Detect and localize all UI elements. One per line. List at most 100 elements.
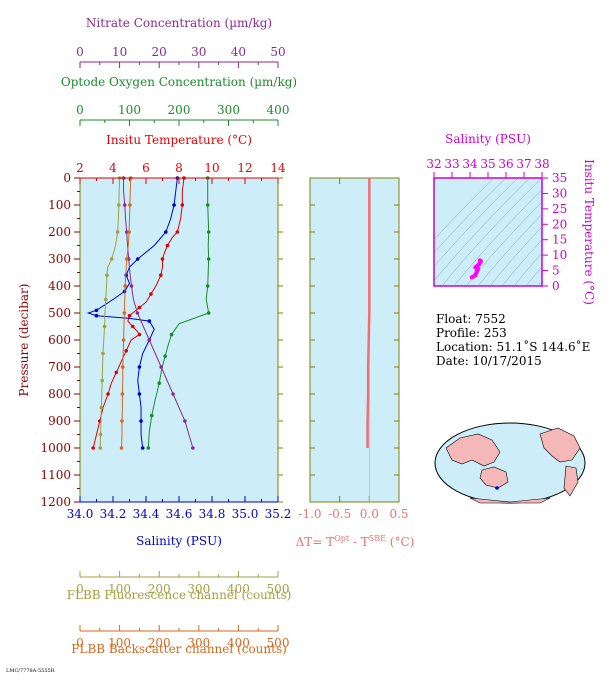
ts-y-tick-label: 10 bbox=[552, 248, 567, 262]
temperature-tick-label: 12 bbox=[237, 161, 252, 175]
salinity-point bbox=[139, 419, 143, 423]
pressure-tick-label: 300 bbox=[48, 252, 71, 266]
nitrate-point bbox=[183, 419, 187, 423]
fluorescence-point bbox=[109, 257, 114, 261]
fluorescence-tick-label: 100 bbox=[108, 582, 131, 596]
backscatter-point bbox=[121, 338, 126, 342]
ts-y-label: Insitu Temperature (°C) bbox=[582, 159, 596, 305]
pressure-tick-label: 900 bbox=[48, 414, 71, 428]
delta-label-mid: - T bbox=[349, 535, 369, 549]
ts-y-tick-label: 25 bbox=[552, 202, 567, 216]
delta-axis-label: ΔT= TOpt - TSBE (°C) bbox=[296, 534, 415, 549]
salinity-line bbox=[86, 177, 178, 449]
temperature-tick-label: 10 bbox=[204, 161, 219, 175]
delta-label-sup1: Opt bbox=[334, 534, 350, 543]
date: Date: 10/17/2015 bbox=[436, 354, 542, 368]
temperature-tick-label: 2 bbox=[76, 161, 84, 175]
fluorescence-tick-label: 200 bbox=[148, 582, 171, 596]
fluorescence-point bbox=[98, 446, 102, 450]
delta-temperature-panel: -1.0 -0.5 0.0 0.5 ΔT= TOpt - TSBE (°C) bbox=[296, 177, 415, 549]
pressure-tick-label: 200 bbox=[48, 225, 71, 239]
temperature-point bbox=[149, 292, 153, 296]
nitrate-axis-label: Nitrate Concentration (µm/kg) bbox=[86, 16, 272, 30]
salinity-point bbox=[172, 203, 176, 207]
oxygen-point bbox=[157, 381, 161, 386]
main-series-group bbox=[86, 176, 211, 450]
nitrate-point bbox=[135, 311, 140, 315]
salinity-tick-label: 35.0 bbox=[232, 507, 259, 521]
oxygen-tick-label: 0 bbox=[76, 103, 84, 117]
backscatter-point bbox=[120, 419, 124, 423]
delta-tick-label: 0.0 bbox=[360, 507, 379, 521]
temperature-tick-label: 4 bbox=[109, 161, 117, 175]
delta-tick-label: -0.5 bbox=[328, 507, 351, 521]
oxygen-point bbox=[206, 311, 211, 315]
ts-y-tick-label: 0 bbox=[552, 279, 560, 293]
pressure-tick-label: 0 bbox=[63, 171, 71, 185]
salinity-point bbox=[140, 446, 145, 450]
oxygen-point bbox=[149, 413, 154, 418]
salinity-point bbox=[135, 257, 140, 261]
backscatter-point bbox=[120, 365, 125, 369]
ts-y-tick-label: 30 bbox=[552, 186, 567, 200]
salinity-tick-label: 34.6 bbox=[166, 507, 193, 521]
nitrate-point bbox=[171, 392, 175, 396]
ts-series-group bbox=[469, 258, 483, 280]
fluorescence-tick-label: 400 bbox=[227, 582, 250, 596]
temperature-point bbox=[160, 257, 165, 261]
delta-plot-area bbox=[309, 177, 400, 503]
density-contour bbox=[477, 213, 542, 286]
pressure-axis-group: 0 100 200 300 400 500 600 700 800 900 1000 1100 1200 bbox=[40, 171, 283, 509]
fluorescence-axis-label: FLBB Fluorescence channel (counts) bbox=[67, 588, 292, 602]
map-land-australia bbox=[479, 466, 509, 489]
backscatter-tick-label: 100 bbox=[108, 636, 131, 650]
float-info: Float: 7552 Profile: 253 Location: 51.1˚… bbox=[436, 312, 590, 368]
salinity-point bbox=[164, 230, 168, 234]
temperature-point bbox=[106, 392, 110, 396]
temperature-axis-label: Insitu Temperature (°C) bbox=[106, 133, 252, 147]
temperature-tick-label: 14 bbox=[270, 161, 286, 175]
nitrate-point bbox=[159, 365, 163, 369]
salinity-point bbox=[137, 392, 142, 396]
oxygen-point bbox=[205, 203, 210, 207]
ts-x-tick-label: 35 bbox=[480, 157, 495, 171]
temperature-point bbox=[180, 203, 185, 207]
float-id: Float: 7552 bbox=[436, 312, 506, 326]
nitrate-point bbox=[147, 338, 152, 342]
oxygen-point bbox=[146, 446, 151, 450]
temperature-point bbox=[131, 324, 135, 329]
pressure-tick-label: 1000 bbox=[40, 441, 71, 455]
oxygen-point bbox=[169, 332, 174, 337]
temperature-point bbox=[124, 349, 128, 353]
ts-y-tick-label: 5 bbox=[552, 264, 560, 278]
oxygen-tick-label: 200 bbox=[168, 103, 191, 117]
temperature-tick-label: 8 bbox=[175, 161, 183, 175]
fluorescence-point bbox=[115, 230, 120, 234]
oxygen-axis-label: Optode Oxygen Concentration (µm/kg) bbox=[61, 75, 297, 89]
salinity-point bbox=[94, 313, 99, 318]
backscatter-point bbox=[127, 230, 131, 234]
pressure-tick-label: 800 bbox=[48, 387, 71, 401]
pressure-tick-label: 1200 bbox=[40, 495, 71, 509]
temperature-point bbox=[137, 332, 142, 337]
temperature-line bbox=[92, 177, 185, 449]
ts-plot-area bbox=[433, 177, 543, 287]
delta-series-group bbox=[366, 178, 371, 502]
delta-label-main: ΔT= T bbox=[296, 535, 335, 549]
oxygen-tick-label: 400 bbox=[267, 103, 290, 117]
bottom-axes-group: 34.0 34.2 34.4 34.6 34.8 35.0 35.2 Salinity (PS… bbox=[67, 496, 292, 656]
temperature-point bbox=[175, 230, 180, 234]
salinity-point bbox=[137, 365, 142, 369]
temperature-point bbox=[137, 305, 142, 310]
map-land-asia bbox=[445, 433, 501, 467]
nitrate-point bbox=[122, 203, 127, 207]
backscatter-point bbox=[119, 446, 124, 450]
delta-label-unit: (°C) bbox=[386, 535, 414, 549]
delta-tick-label: -1.0 bbox=[298, 507, 321, 521]
footer-code: LMC/7778A-5555R bbox=[6, 668, 55, 674]
fluorescence-point bbox=[98, 432, 103, 437]
salinity-tick-label: 34.8 bbox=[199, 507, 226, 521]
